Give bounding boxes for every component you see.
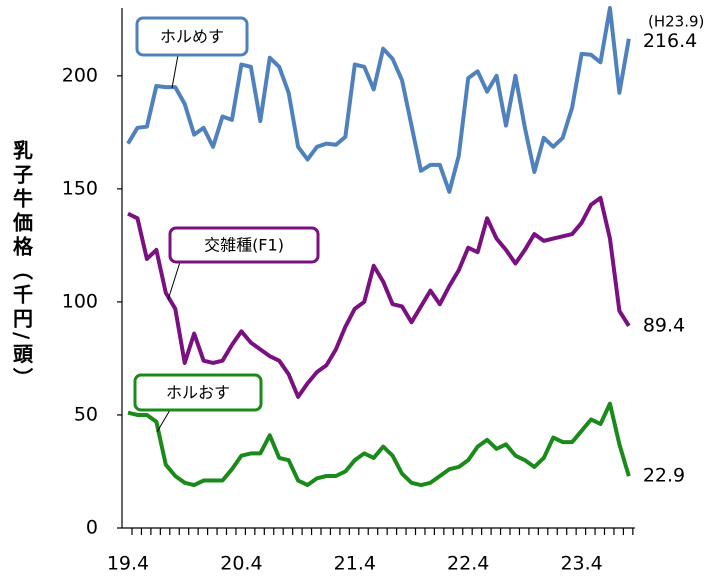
series-line <box>127 401 631 488</box>
legend-label: ホルおす <box>166 383 230 402</box>
legend-box <box>135 16 249 57</box>
y-tick-label: 50 <box>74 403 98 425</box>
annotation: (H23.9) <box>648 13 704 31</box>
y-tick-label: 200 <box>62 64 98 86</box>
y-tick-label: 150 <box>62 177 98 199</box>
legend-label: 交雑種(F1) <box>204 236 284 255</box>
legend-box <box>133 373 263 412</box>
end-label: 22.9 <box>643 465 685 487</box>
end-label: 216.4 <box>643 30 697 52</box>
leader-line <box>171 54 179 89</box>
series-line <box>127 195 631 399</box>
x-tick-label: 19.4 <box>107 553 149 575</box>
y-tick-label: 100 <box>62 290 98 312</box>
x-tick-label: 20.4 <box>220 553 262 575</box>
y-tick-label: 0 <box>86 517 98 539</box>
leader-line <box>167 261 181 301</box>
leader-line <box>156 409 171 433</box>
legend-box <box>168 226 320 264</box>
x-tick-label: 23.4 <box>560 553 602 575</box>
y-axis-label: 乳子牛価格（千円/頭） <box>10 139 34 392</box>
x-tick-label: 21.4 <box>334 553 376 575</box>
series-line <box>126 6 631 194</box>
x-tick-label: 22.4 <box>447 553 489 575</box>
end-label: 89.4 <box>643 314 685 336</box>
legend-label: ホルめす <box>160 27 224 46</box>
